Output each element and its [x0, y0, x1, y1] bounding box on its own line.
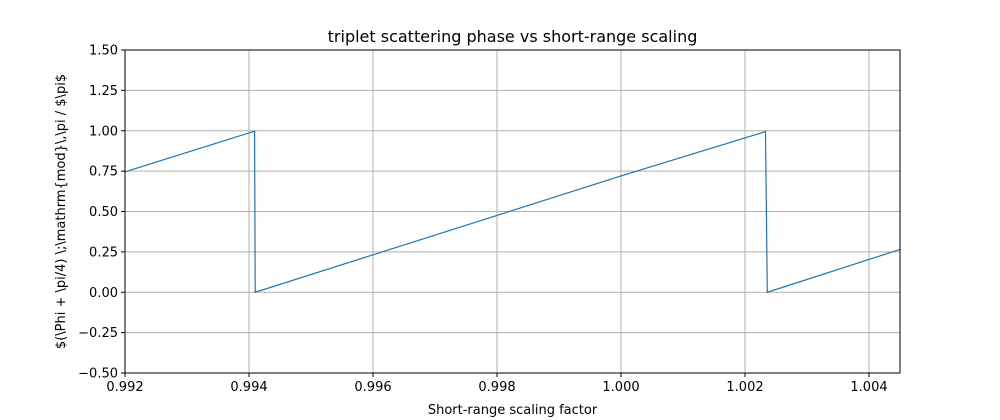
x-tick-label: 0.992	[106, 380, 143, 395]
x-tick-label: 1.004	[850, 380, 887, 395]
x-tick-label: 1.000	[602, 380, 639, 395]
y-tick-label: 1.50	[89, 44, 118, 59]
chart-title: triplet scattering phase vs short-range …	[328, 27, 698, 46]
ticks: 0.992 0.994 0.996 0.998 1.000 1.002 1.004 −0.50…	[78, 44, 887, 396]
y-tick-label: −0.25	[78, 326, 118, 341]
y-tick-label: 1.25	[89, 84, 118, 99]
data-point	[254, 291, 256, 294]
data-point	[764, 130, 767, 133]
y-tick-label: 0.50	[89, 205, 118, 220]
data-point	[252, 130, 255, 133]
x-tick-label: 0.998	[478, 380, 515, 395]
x-tick-label: 0.994	[230, 380, 267, 395]
x-tick-label: 0.996	[354, 380, 391, 395]
y-tick-label: 0.00	[89, 286, 118, 301]
y-tick-label: 0.75	[89, 165, 118, 180]
data-point	[253, 130, 256, 133]
data-point	[766, 291, 769, 294]
grid-lines	[124, 49, 900, 374]
y-tick-label: 1.00	[89, 124, 118, 139]
y-tick-label: −0.50	[78, 367, 118, 382]
y-tick-label: 0.25	[89, 245, 118, 260]
x-axis-title: Short-range scaling factor	[428, 403, 598, 418]
x-tick-label: 1.002	[726, 380, 763, 395]
y-axis-title: $(\Phi + \pi/4) \;\mathrm{mod}\,\pi / $\…	[54, 74, 69, 349]
data-point	[620, 175, 622, 177]
